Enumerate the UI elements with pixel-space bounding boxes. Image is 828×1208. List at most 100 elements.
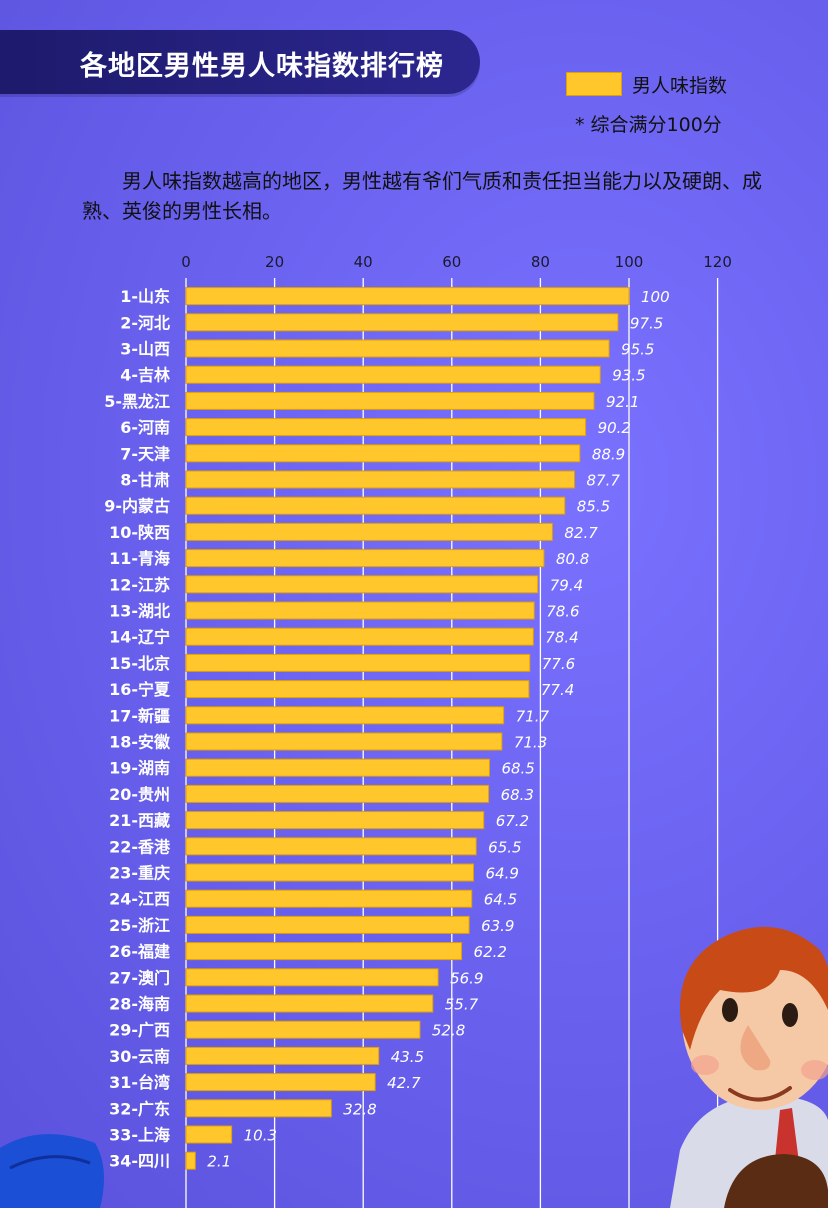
value-label: 10.3 [244, 1127, 277, 1145]
category-label: 20-贵州 [109, 785, 170, 804]
category-label: 11-青海 [109, 549, 170, 568]
value-label: 80.8 [556, 550, 589, 568]
value-label: 77.6 [542, 655, 575, 673]
bar [185, 706, 505, 725]
legend-swatch [566, 72, 622, 96]
category-label: 4-吉林 [120, 366, 170, 385]
x-tick-label: 120 [703, 253, 732, 271]
value-label: 79.4 [550, 576, 583, 594]
bar [185, 470, 576, 489]
category-label: 27-澳门 [109, 968, 170, 987]
description-text: 男人味指数越高的地区，男性越有爷们气质和责任担当能力以及硬朗、成熟、英俊的男性长… [82, 169, 762, 223]
value-label: 67.2 [496, 812, 529, 830]
value-label: 32.8 [343, 1100, 376, 1118]
x-tick-label: 60 [442, 253, 461, 271]
bar [185, 758, 490, 777]
bar [185, 549, 545, 568]
bar [185, 365, 601, 384]
category-label: 12-江苏 [109, 575, 170, 594]
bar [185, 339, 610, 358]
bar [185, 863, 475, 882]
x-tick-label: 0 [181, 253, 191, 271]
bar [185, 1020, 421, 1039]
value-label: 71.3 [514, 734, 547, 752]
bar [185, 653, 531, 672]
bar [185, 1046, 380, 1065]
page-title: 各地区男性男人味指数排行榜 [80, 51, 444, 82]
category-label: 19-湖南 [109, 759, 170, 778]
value-label: 43.5 [391, 1048, 424, 1066]
category-label: 7-天津 [120, 444, 170, 463]
bar [185, 287, 630, 306]
bar [185, 418, 587, 437]
category-label: 21-西藏 [109, 811, 170, 830]
category-label: 13-湖北 [109, 602, 170, 621]
bar [185, 994, 434, 1013]
category-label: 10-陕西 [109, 523, 170, 542]
value-label: 85.5 [577, 498, 610, 516]
bar [185, 391, 595, 410]
value-label: 2.1 [207, 1153, 231, 1171]
bar [185, 313, 619, 332]
value-label: 68.5 [501, 760, 534, 778]
category-label: 2-河北 [120, 313, 170, 332]
value-label: 42.7 [387, 1074, 421, 1092]
category-label: 3-山西 [120, 340, 170, 359]
value-label: 93.5 [612, 367, 645, 385]
legend-note: * 综合满分100分 [575, 114, 722, 136]
category-label: 22-香港 [109, 837, 171, 856]
category-label: 23-重庆 [109, 864, 170, 883]
cartoon-hair-illustration [0, 1134, 104, 1208]
bar [185, 915, 470, 934]
category-label: 9-内蒙古 [104, 497, 170, 516]
x-tick-label: 100 [615, 253, 644, 271]
value-label: 65.5 [488, 838, 521, 856]
value-label: 78.4 [545, 629, 578, 647]
category-label: 18-安徽 [109, 733, 171, 752]
value-label: 64.9 [486, 865, 519, 883]
bar [185, 1099, 332, 1118]
cartoon-man-illustration [670, 926, 828, 1208]
value-label: 100 [641, 288, 670, 306]
category-label: 17-新疆 [109, 706, 170, 725]
title-banner [0, 30, 480, 94]
legend-label: 男人味指数 [632, 75, 728, 97]
category-label: 29-广西 [109, 1021, 170, 1040]
bar [185, 575, 539, 594]
bar [185, 784, 490, 803]
bar [185, 942, 463, 961]
category-label: 32-广东 [109, 1099, 170, 1118]
bar [185, 627, 534, 646]
cartoon-boy-illustration [724, 1154, 828, 1208]
bar [185, 1073, 376, 1092]
bar [185, 680, 530, 699]
value-label: 87.7 [587, 472, 621, 490]
category-label: 14-辽宁 [109, 628, 170, 647]
value-label: 56.9 [450, 969, 483, 987]
category-label: 15-北京 [109, 654, 170, 673]
value-label: 90.2 [598, 419, 631, 437]
x-tick-label: 20 [265, 253, 284, 271]
value-label: 82.7 [564, 524, 598, 542]
category-label: 25-浙江 [109, 916, 170, 935]
bar [185, 444, 581, 463]
category-label: 1-山东 [120, 287, 170, 306]
bar [185, 968, 439, 987]
value-label: 77.4 [541, 681, 574, 699]
category-label: 31-台湾 [109, 1073, 170, 1092]
bar [185, 837, 477, 856]
category-label: 26-福建 [109, 942, 170, 961]
bar [185, 1151, 196, 1170]
x-tick-label: 40 [354, 253, 373, 271]
bar [185, 522, 553, 541]
category-label: 8-甘肃 [120, 471, 170, 490]
bar [185, 889, 473, 908]
value-label: 62.2 [474, 943, 507, 961]
category-label: 30-云南 [109, 1047, 170, 1066]
bar [185, 811, 485, 830]
value-label: 97.5 [630, 314, 663, 332]
bar [185, 732, 503, 751]
category-label: 24-江西 [109, 890, 170, 909]
category-label: 5-黑龙江 [104, 392, 170, 411]
